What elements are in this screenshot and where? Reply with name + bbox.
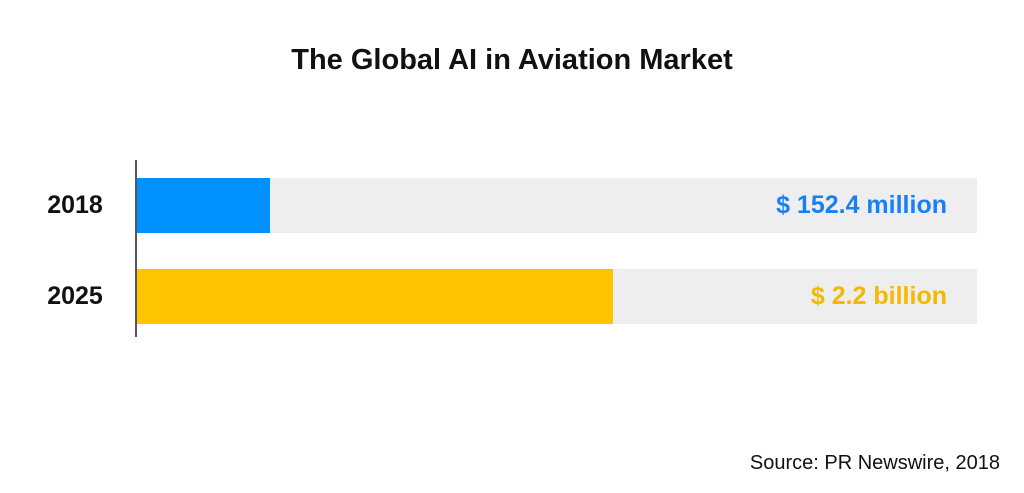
data-label-2025: $ 2.2 billion [810, 282, 947, 310]
y-axis-line [135, 160, 137, 337]
bar-2018 [137, 178, 270, 233]
category-label-2025: 2025 [47, 282, 103, 310]
bar-track-2018: $ 152.4 million [137, 178, 977, 233]
category-label-2018: 2018 [47, 191, 103, 219]
source-note: Source: PR Newswire, 2018 [749, 452, 1000, 474]
data-label-2018: $ 152.4 million [776, 191, 947, 219]
bar-2025 [137, 269, 614, 324]
bar-track-2025: $ 2.2 billion [137, 269, 977, 324]
chart-title: The Global AI in Aviation Market [291, 44, 733, 76]
